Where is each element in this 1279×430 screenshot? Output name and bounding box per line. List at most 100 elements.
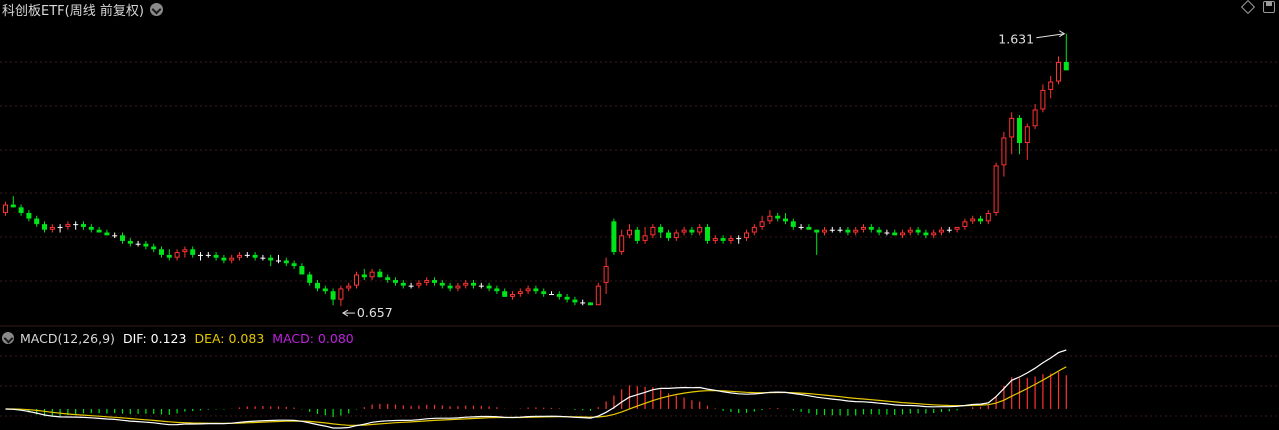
candle-body-up: [182, 249, 188, 253]
candle-body-up: [1001, 137, 1007, 166]
window-controls: [1240, 0, 1275, 15]
candle-body-up: [712, 238, 718, 241]
candle-body-up: [744, 232, 749, 239]
chart-title-bar: 科创板ETF(周线 前复权): [2, 0, 163, 19]
candle-body-flat: [580, 302, 586, 304]
candle-body-down: [806, 226, 812, 230]
candle-body-down: [486, 285, 492, 289]
candle-body-down: [868, 226, 874, 230]
candle-body-down: [1017, 117, 1022, 144]
candle-body-up: [517, 291, 523, 295]
candle-body-flat: [73, 224, 79, 226]
candle-body-down: [775, 215, 781, 219]
candle-body-down: [876, 229, 882, 233]
candle-body-up: [993, 165, 999, 213]
candle-body-flat: [135, 243, 141, 245]
candle-body-up: [3, 204, 8, 213]
candle-body-up: [985, 212, 991, 222]
candle-body-up: [463, 282, 469, 286]
candle-body-up: [642, 235, 648, 241]
candle-body-down: [814, 229, 820, 233]
candle-body-up: [907, 229, 913, 233]
candle-body-down: [845, 229, 851, 233]
candle-body-down: [634, 229, 640, 241]
candle-body-down: [159, 249, 164, 255]
candle-body-up: [853, 229, 859, 233]
candle-body-down: [283, 260, 289, 264]
candle-body-down: [432, 280, 437, 283]
candle-body-flat: [549, 294, 554, 296]
candle-body-up: [759, 221, 765, 227]
candle-body-flat: [244, 254, 250, 256]
candle-body-up: [416, 282, 422, 286]
chevron-down-icon[interactable]: [149, 2, 163, 16]
candle-body-up: [673, 232, 679, 239]
candle-body-down: [143, 243, 149, 247]
macd-histogram: [12, 372, 1067, 418]
candle-body-up: [510, 294, 515, 297]
candle-body-up: [1048, 81, 1054, 90]
candle-body-flat: [57, 226, 63, 228]
candle-body-down: [385, 277, 391, 281]
candle-body-down: [502, 291, 508, 297]
candle-body-down: [42, 224, 47, 230]
candle-body-down: [26, 212, 32, 219]
candle-body-down: [705, 226, 710, 241]
candle-body-up: [939, 229, 944, 233]
candle-body-down: [18, 207, 24, 213]
candle-body-flat: [198, 254, 203, 256]
diamond-icon[interactable]: [1240, 0, 1256, 15]
low-arrow-head: [341, 309, 349, 317]
candle-body-up: [970, 218, 976, 222]
candle-body-up: [962, 221, 968, 227]
candle-body-down: [213, 254, 219, 258]
candle-body-down: [104, 232, 110, 236]
chevron-down-icon[interactable]: [2, 332, 14, 344]
candle-body-up: [603, 266, 609, 283]
candle-body-down: [252, 254, 258, 258]
candle-body-down: [1063, 61, 1069, 71]
candle-body-down: [166, 254, 172, 258]
candle-body-down: [923, 232, 929, 236]
candle-body-up: [1024, 126, 1030, 144]
candle-body-down: [10, 204, 16, 208]
candle-body-up: [619, 235, 625, 253]
candle-body-down: [96, 229, 102, 233]
candle-body-down: [447, 285, 453, 289]
candle-body-down: [783, 218, 788, 222]
candle-body-up: [455, 285, 461, 289]
candle-body-flat: [205, 254, 211, 256]
candle-body-down: [572, 299, 578, 303]
candle-body-up: [1056, 61, 1061, 82]
candle-body-flat: [829, 229, 835, 231]
candle-body-down: [190, 249, 196, 255]
candle-body-down: [790, 221, 796, 227]
candle-body-up: [861, 226, 866, 230]
candle-body-up: [229, 257, 235, 261]
candle-body-up: [174, 252, 180, 258]
candle-body-down: [221, 257, 227, 261]
candle-body-down: [299, 266, 305, 275]
window-icon[interactable]: [1263, 1, 1275, 13]
candle-body-down: [291, 263, 297, 267]
candle-body-down: [564, 296, 570, 300]
candle-body-down: [666, 232, 671, 239]
candle-body-flat: [884, 232, 890, 234]
candle-body-down: [361, 274, 367, 278]
high-arrow-line: [1036, 33, 1065, 39]
candle-body-up: [237, 254, 242, 258]
candle-body-down: [915, 229, 921, 233]
candle-body-up: [650, 226, 656, 236]
candle-body-up: [346, 285, 352, 289]
candle-body-flat: [276, 260, 281, 262]
candle-body-down: [720, 238, 726, 241]
candle-body-down: [588, 302, 593, 306]
candle-body-down: [127, 240, 133, 244]
candle-body-flat: [112, 235, 118, 237]
candle-body-flat: [408, 285, 414, 287]
candle-body-up: [751, 226, 757, 233]
candle-body-down: [892, 232, 898, 236]
candle-body-up: [822, 229, 827, 233]
candle-body-up: [900, 232, 905, 236]
